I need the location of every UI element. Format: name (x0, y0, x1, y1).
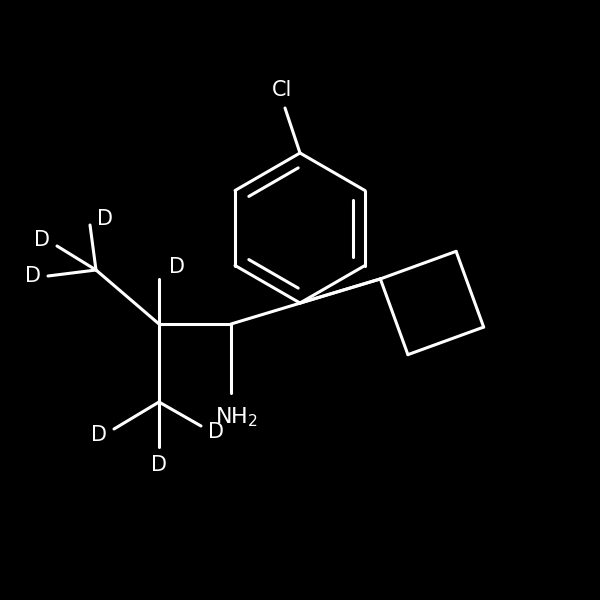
Text: D: D (25, 266, 41, 286)
Text: D: D (169, 257, 185, 277)
Text: D: D (34, 230, 50, 250)
Text: D: D (151, 455, 167, 475)
Text: Cl: Cl (272, 80, 292, 100)
Text: D: D (208, 422, 224, 442)
Text: D: D (97, 209, 113, 229)
Text: NH$_2$: NH$_2$ (215, 405, 259, 429)
Text: D: D (91, 425, 107, 445)
